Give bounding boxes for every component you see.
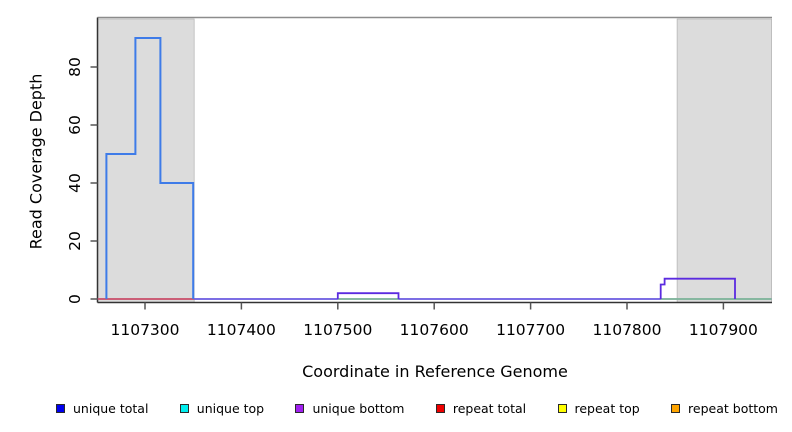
x-tick-label: 1107900 — [689, 321, 758, 339]
x-tick-label: 1107500 — [303, 321, 372, 339]
y-tick-label: 20 — [66, 231, 84, 251]
repeat-region — [676, 18, 772, 303]
series-unique-total-and-top-peak — [105, 37, 195, 299]
legend-swatch-unique-total — [56, 403, 65, 413]
repeat-region — [97, 18, 195, 303]
series-unique-bottom-mid-bump — [336, 292, 400, 299]
y-tick-label: 80 — [66, 57, 84, 77]
legend-swatch-repeat-top — [557, 403, 567, 413]
series-unique-total-and-bottom-right-bump — [659, 277, 736, 299]
y-tick-label: 40 — [66, 173, 84, 193]
legend: unique total unique top unique bottom repea… — [0, 399, 792, 417]
legend-label: repeat top — [574, 400, 640, 416]
legend-swatch-unique-bottom — [295, 403, 305, 413]
y-axis-title: Read Coverage Depth — [26, 73, 46, 250]
legend-item-repeat-total: repeat total — [435, 400, 527, 416]
x-tick-label: 1107700 — [496, 321, 565, 339]
y-tick-label: 60 — [66, 115, 84, 135]
legend-label: unique total — [73, 400, 149, 416]
legend-label: repeat bottom — [688, 400, 778, 416]
x-tick-label: 1107300 — [110, 321, 179, 339]
x-tick-label: 1107400 — [207, 321, 276, 339]
legend-item-repeat-bottom: repeat bottom — [671, 401, 778, 416]
legend-swatch-unique-top — [179, 403, 189, 413]
legend-item-unique-bottom: unique bottom — [295, 400, 405, 416]
repeat-regions-layer — [97, 18, 772, 303]
legend-item-unique-top: unique top — [179, 400, 265, 416]
tick-labels-layer: 1107300 1107400 1107500 1107600 1107700 11078… — [66, 57, 758, 339]
legend-label: unique top — [196, 400, 265, 416]
x-tick-label: 1107800 — [592, 321, 661, 339]
axes-layer — [90, 16, 772, 310]
y-tick-label: 0 — [66, 294, 84, 304]
legend-item-repeat-top: repeat top — [557, 400, 640, 416]
legend-label: unique bottom — [312, 400, 405, 416]
legend-item-unique-total: unique total — [56, 401, 148, 416]
x-tick-label: 1107600 — [400, 321, 469, 339]
legend-label: repeat total — [452, 400, 527, 416]
legend-swatch-repeat-bottom — [671, 403, 681, 413]
x-axis-title: Coordinate in Reference Genome — [302, 362, 568, 381]
series-layer — [97, 37, 772, 300]
legend-swatch-repeat-total — [435, 403, 445, 413]
